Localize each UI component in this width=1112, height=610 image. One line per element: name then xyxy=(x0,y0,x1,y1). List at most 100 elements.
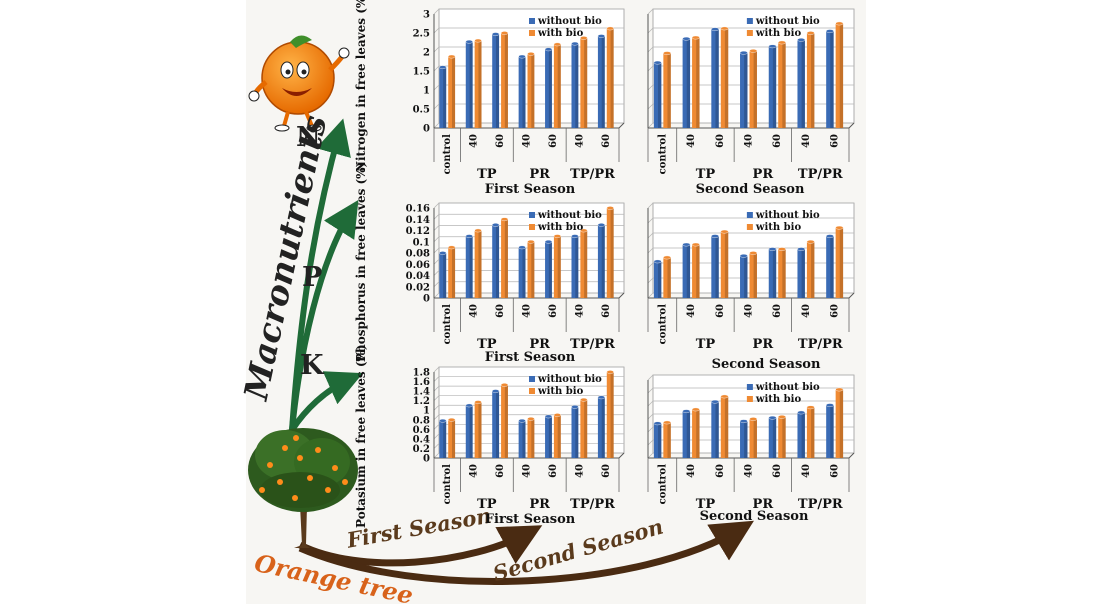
y-tick-label: 0.8 xyxy=(413,415,430,426)
bar-with-bio xyxy=(691,407,700,458)
group-label: PR xyxy=(753,337,774,352)
category-label: 40 xyxy=(686,134,697,148)
legend-label: without bio xyxy=(537,210,602,221)
legend-swatch xyxy=(529,212,535,218)
legend-label: without bio xyxy=(755,210,820,221)
bar-without-bio xyxy=(768,415,777,458)
bar-without-bio xyxy=(739,419,748,458)
group-label: PR xyxy=(529,167,550,182)
category-label: 60 xyxy=(495,464,506,478)
bar-with-bio xyxy=(749,251,758,298)
category-label: 60 xyxy=(601,134,612,148)
bar-without-bio xyxy=(797,38,806,129)
category-label: control xyxy=(657,134,668,175)
legend-swatch xyxy=(746,396,753,402)
y-tick-label: 0.2 xyxy=(413,444,430,455)
bar-without-bio xyxy=(544,47,553,129)
legend-label: without bio xyxy=(755,16,820,27)
season-label-p-second: Second Season xyxy=(711,357,821,372)
legend-label: with bio xyxy=(755,394,802,405)
group-label: PR xyxy=(529,337,550,352)
bar-with-bio xyxy=(553,42,562,128)
bar-without-bio xyxy=(491,389,500,458)
bar-without-bio xyxy=(465,234,473,298)
category-label: control xyxy=(442,464,453,505)
category-label: 60 xyxy=(495,304,506,318)
group-label: TP xyxy=(477,167,497,182)
legend-swatch xyxy=(529,30,535,36)
category-label: 40 xyxy=(522,304,533,318)
bar-with-bio xyxy=(580,228,588,298)
y-tick-label: 0 xyxy=(423,454,430,465)
legend-swatch xyxy=(529,224,535,230)
bar-with-bio xyxy=(720,26,729,128)
bar-with-bio xyxy=(606,26,614,128)
chart-phosphorus-first-svg: 00.020.040.060.080.10.120.140.16 control 4… xyxy=(406,202,625,352)
category-label: 60 xyxy=(830,464,841,478)
bar-with-bio xyxy=(553,413,562,458)
legend-swatch xyxy=(746,384,753,390)
bar-without-bio xyxy=(571,41,579,128)
category-label: 40 xyxy=(686,304,697,318)
y-tick-label: 0.4 xyxy=(413,434,430,445)
bar-with-bio xyxy=(663,420,672,458)
arrow-to-p xyxy=(289,199,359,431)
y-tick-label: 1.6 xyxy=(413,377,430,388)
bar-with-bio xyxy=(691,35,700,128)
category-label: 40 xyxy=(686,464,697,478)
bar-with-bio xyxy=(500,31,509,128)
bar-without-bio xyxy=(711,399,719,458)
y-tick-label: 1 xyxy=(423,406,430,417)
category-label: 60 xyxy=(548,304,559,318)
y-tick-label: 3 xyxy=(423,10,430,21)
group-label: TP xyxy=(696,337,716,352)
y-tick-label: 0.04 xyxy=(406,271,430,282)
category-label: 60 xyxy=(772,464,783,478)
legend-label: without bio xyxy=(755,382,820,393)
bar-with-bio xyxy=(663,255,672,298)
chart-potassium-first-svg: 00.20.40.60.811.21.41.61.8 control 40 60 40 6… xyxy=(413,366,625,512)
legend-label: with bio xyxy=(755,28,802,39)
bar-with-bio xyxy=(580,397,588,458)
y-tick-label: 0.06 xyxy=(406,260,430,271)
letter-n: N xyxy=(296,122,321,153)
bar-with-bio xyxy=(778,247,786,298)
letter-p: P xyxy=(302,262,323,293)
bar-without-bio xyxy=(768,44,777,128)
chart-phosphorus-second-svg: control 40 60 40 60 40 60 TP PR TP/PR without biow… xyxy=(647,202,855,352)
category-label: 60 xyxy=(548,464,559,478)
season-label-n-second: Second Season xyxy=(695,182,805,197)
arrow-second-season xyxy=(298,520,754,585)
y-tick-label: 0 xyxy=(423,294,430,305)
category-label: 60 xyxy=(601,464,612,478)
bar-with-bio xyxy=(663,51,672,128)
category-label: 40 xyxy=(801,464,812,478)
group-label: TP xyxy=(477,497,497,512)
legend-label: with bio xyxy=(537,386,584,397)
group-label: TP xyxy=(696,497,716,512)
chart-nitrogen-first-svg: 0 0.5 1 1.5 2 2.5 3 control 40 60 40 60 40 60 TP PR TP/P… xyxy=(413,8,625,182)
bar-without-bio xyxy=(465,39,473,128)
bar-with-bio xyxy=(749,417,758,458)
bar-without-bio xyxy=(439,251,447,298)
bar-without-bio xyxy=(682,36,691,129)
bar-with-bio xyxy=(606,370,614,458)
bar-with-bio xyxy=(527,417,535,458)
category-label: 40 xyxy=(801,304,812,318)
category-label: 40 xyxy=(469,304,480,318)
chart-nitrogen-second-svg: control 40 60 40 60 40 60 TP PR TP/PR without biow… xyxy=(647,8,855,182)
bar-with-bio xyxy=(691,242,700,298)
bar-with-bio xyxy=(580,36,588,128)
bar-with-bio xyxy=(778,415,786,458)
category-label: 40 xyxy=(469,464,480,478)
bar-with-bio xyxy=(606,206,614,298)
y-tick-label: 1.4 xyxy=(413,387,430,398)
category-label: 60 xyxy=(715,464,726,478)
group-label: PR xyxy=(753,167,774,182)
group-label: PR xyxy=(529,497,550,512)
bar-with-bio xyxy=(835,225,844,298)
category-label: 60 xyxy=(715,304,726,318)
legend-label: without bio xyxy=(537,374,602,385)
chart-phosphorus-second: control 40 60 40 60 40 60 TP PR TP/PR without bio w… xyxy=(636,200,860,368)
